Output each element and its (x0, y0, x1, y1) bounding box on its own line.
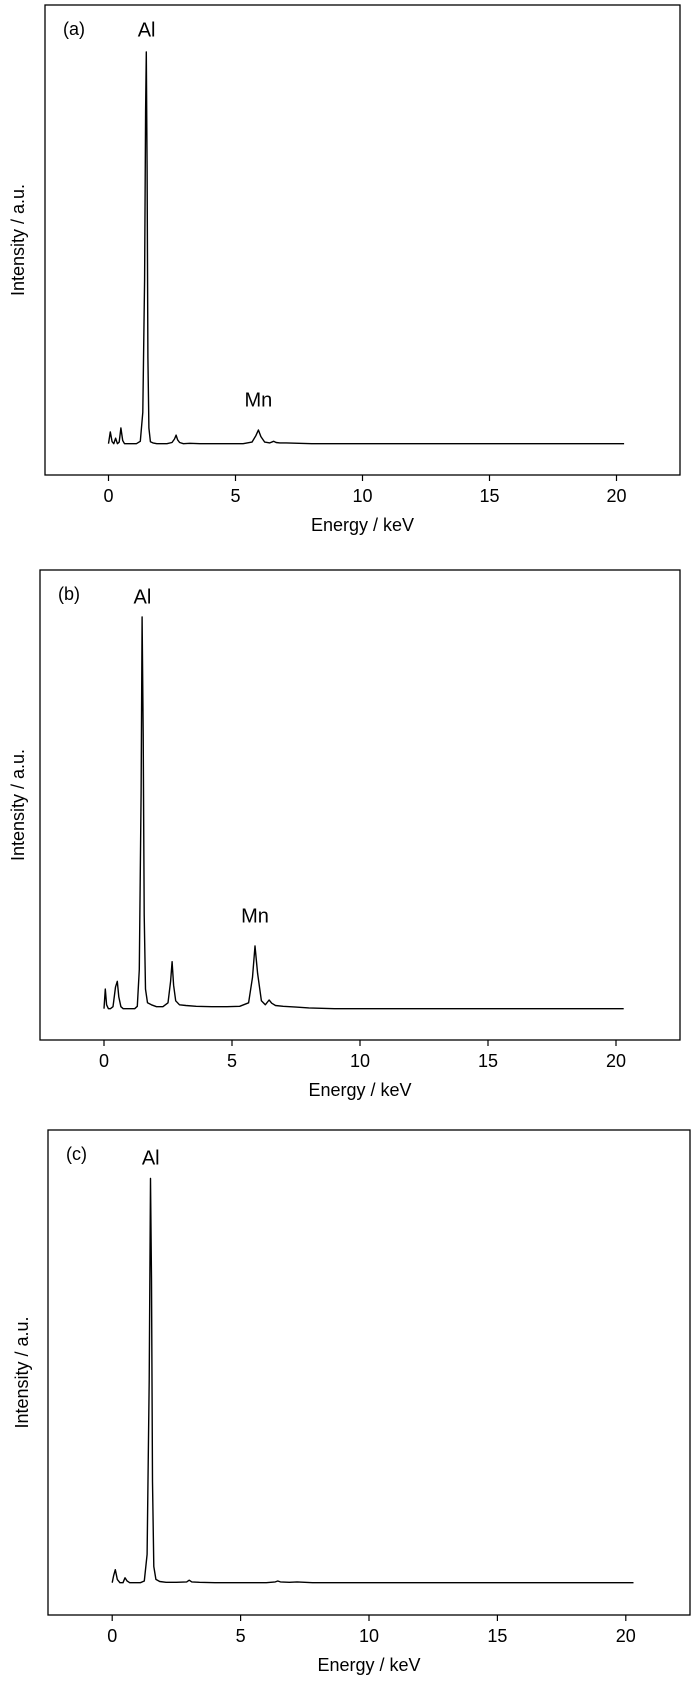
panel-label: (a) (63, 19, 85, 39)
x-tick-label: 10 (352, 486, 372, 506)
chart-panel: 0 5 10 15 20 Energy / keV Intensity / a.u. (b) A… (8, 569, 681, 1100)
x-tick-label: 5 (227, 1051, 237, 1071)
x-tick-label: 15 (487, 1626, 507, 1646)
x-axis-label: Energy / keV (311, 515, 414, 535)
x-tick-label: 0 (107, 1626, 117, 1646)
x-tick-label: 5 (236, 1626, 246, 1646)
x-axis-label: Energy / keV (317, 1655, 420, 1675)
plot-frame (39, 569, 681, 1041)
x-tick-label: 15 (478, 1051, 498, 1071)
panel-label: (c) (66, 1144, 87, 1164)
plot-frame (47, 1129, 691, 1616)
y-axis-label: Intensity / a.u. (12, 1316, 32, 1428)
peak-label: Mn (241, 906, 269, 928)
x-tick-label: 10 (359, 1626, 379, 1646)
x-tick-label: 15 (479, 486, 499, 506)
x-tick-label: 20 (606, 1051, 626, 1071)
spectrum-line (103, 616, 624, 1010)
x-tick-label: 20 (616, 1626, 636, 1646)
y-axis-label: Intensity / a.u. (8, 749, 28, 861)
panel-label: (b) (58, 584, 80, 604)
plot-frame (44, 4, 681, 476)
x-axis-label: Energy / keV (308, 1080, 411, 1100)
x-tick-label: 0 (99, 1051, 109, 1071)
peak-label: Al (138, 19, 156, 41)
y-axis-label: Intensity / a.u. (8, 184, 28, 296)
peak-label: Al (142, 1147, 160, 1169)
peak-label: Al (134, 586, 152, 608)
chart-panel: 0 5 10 15 20 Energy / keV Intensity / a.u. (a) A… (8, 4, 681, 535)
x-tick-label: 5 (230, 486, 240, 506)
x-tick-label: 10 (350, 1051, 370, 1071)
x-tick-label: 20 (606, 486, 626, 506)
chart-panel: 0 5 10 15 20 Energy / keV Intensity / a.u. (c) A… (12, 1129, 691, 1675)
spectrum-line (111, 1177, 634, 1584)
x-tick-label: 0 (103, 486, 113, 506)
spectrum-line (107, 51, 625, 445)
peak-label: Mn (244, 389, 272, 411)
